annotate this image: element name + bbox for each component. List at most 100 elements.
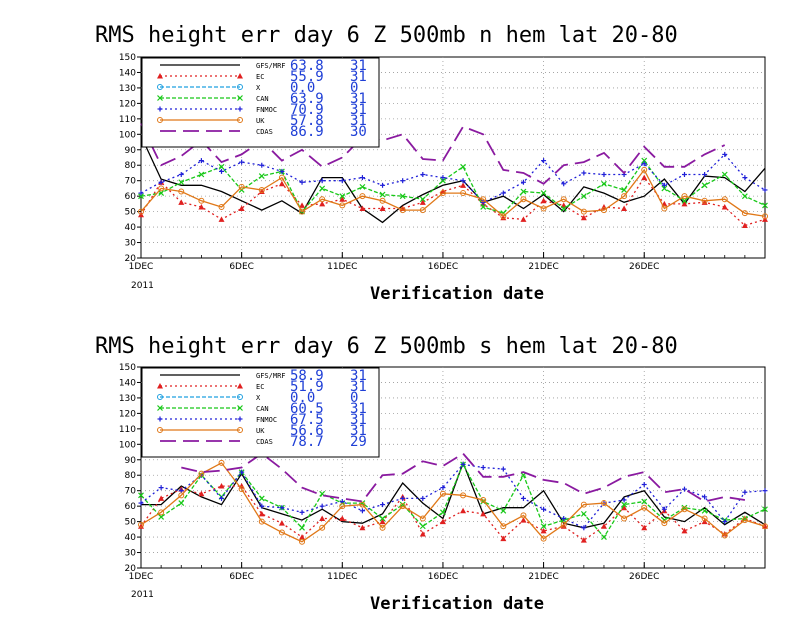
data-point bbox=[641, 482, 647, 488]
data-point-stroke bbox=[460, 163, 466, 170]
data-point bbox=[439, 518, 446, 525]
data-point bbox=[379, 205, 386, 212]
data-point bbox=[520, 512, 527, 519]
data-point bbox=[621, 497, 627, 503]
data-point bbox=[500, 535, 507, 542]
data-point bbox=[359, 501, 366, 508]
y-tick-label: 130 bbox=[119, 394, 136, 404]
data-point bbox=[641, 161, 647, 167]
data-point bbox=[419, 196, 426, 203]
legend-marker bbox=[157, 383, 163, 389]
data-point-stroke bbox=[419, 523, 426, 530]
x-tick-label: 21DEC bbox=[528, 572, 558, 582]
data-point bbox=[561, 181, 567, 187]
data-point bbox=[580, 510, 587, 517]
y-tick-label: 80 bbox=[125, 161, 137, 171]
data-point bbox=[138, 208, 144, 215]
legend-label: X bbox=[256, 394, 261, 402]
y-tick-label: 30 bbox=[125, 239, 137, 249]
data-point bbox=[541, 506, 547, 512]
data-point-stroke bbox=[520, 188, 527, 195]
legend-label: CDAS bbox=[256, 128, 273, 136]
y-tick-label: 150 bbox=[119, 53, 136, 63]
data-point bbox=[379, 518, 386, 525]
x-tick-label: 6DEC bbox=[229, 262, 254, 272]
data-point bbox=[359, 193, 366, 200]
data-point bbox=[178, 500, 185, 506]
legend-mean: 86.9 bbox=[290, 124, 324, 140]
x-axis-label: Verification date bbox=[370, 594, 544, 614]
data-point bbox=[742, 175, 748, 181]
data-point-stroke bbox=[681, 504, 688, 511]
data-point bbox=[460, 178, 466, 184]
legend-marker bbox=[237, 394, 243, 400]
legend-count: 31 bbox=[350, 113, 367, 129]
legend-marker bbox=[157, 416, 163, 422]
data-point bbox=[218, 459, 225, 466]
y-tick-label: 70 bbox=[125, 487, 137, 497]
data-point bbox=[741, 517, 748, 524]
series-line bbox=[140, 462, 766, 539]
y-tick-label: 140 bbox=[119, 68, 136, 78]
y-tick-label: 130 bbox=[119, 84, 136, 94]
data-point bbox=[741, 222, 748, 229]
data-point bbox=[299, 534, 306, 540]
data-point bbox=[681, 527, 688, 534]
data-point bbox=[319, 524, 326, 531]
data-point bbox=[621, 205, 628, 212]
legend-label: CDAS bbox=[256, 438, 273, 446]
data-point-stroke bbox=[178, 179, 185, 186]
legend-marker bbox=[237, 427, 243, 433]
data-point bbox=[278, 520, 285, 526]
data-point bbox=[540, 535, 547, 542]
data-point bbox=[621, 501, 628, 508]
data-point bbox=[580, 193, 587, 200]
series-uk bbox=[138, 166, 768, 220]
data-point bbox=[419, 530, 426, 537]
data-point-stroke bbox=[158, 190, 165, 196]
series-line bbox=[140, 176, 766, 227]
data-point bbox=[218, 216, 225, 222]
data-point-stroke bbox=[681, 197, 688, 204]
data-point bbox=[580, 214, 587, 221]
data-point bbox=[500, 523, 507, 530]
chart-panel-north: RMS height err day 6 Z 500mb n hem lat 2… bbox=[95, 23, 768, 304]
legend-label: CAN bbox=[256, 405, 269, 413]
data-point bbox=[661, 506, 667, 512]
legend-marker bbox=[237, 84, 243, 90]
data-point bbox=[581, 525, 587, 531]
legend-label: UK bbox=[256, 117, 265, 125]
legend-marker-stroke bbox=[157, 95, 163, 101]
x-tick-label: 1DEC bbox=[129, 572, 154, 582]
data-point bbox=[339, 193, 346, 200]
data-point bbox=[198, 490, 205, 497]
data-point bbox=[319, 515, 326, 522]
legend-mean: 56.6 bbox=[290, 423, 324, 439]
data-point bbox=[158, 495, 165, 501]
data-point bbox=[299, 538, 306, 545]
x-tick-label: 11DEC bbox=[327, 262, 357, 272]
data-point-stroke bbox=[359, 183, 366, 190]
data-point bbox=[138, 521, 144, 528]
legend-item: CAN 63.9 31 bbox=[157, 91, 367, 107]
data-point bbox=[339, 178, 345, 184]
legend-item: CDAS 78.7 29 bbox=[160, 434, 367, 450]
series-line bbox=[140, 462, 766, 543]
data-point bbox=[299, 524, 305, 531]
year-label: 2011 bbox=[131, 590, 154, 600]
legend-marker bbox=[157, 405, 163, 411]
legend-marker-stroke bbox=[157, 405, 163, 411]
data-point bbox=[218, 163, 225, 170]
data-point bbox=[219, 495, 225, 501]
legend-item: CDAS 86.9 30 bbox=[160, 124, 367, 140]
data-point bbox=[158, 514, 165, 520]
data-point bbox=[319, 503, 325, 509]
data-point bbox=[600, 523, 607, 529]
y-tick-label: 150 bbox=[119, 363, 136, 373]
data-point bbox=[480, 196, 487, 203]
data-point bbox=[762, 506, 768, 513]
data-point-stroke bbox=[178, 500, 185, 506]
legend-marker bbox=[237, 73, 243, 79]
data-point-stroke bbox=[399, 501, 406, 508]
